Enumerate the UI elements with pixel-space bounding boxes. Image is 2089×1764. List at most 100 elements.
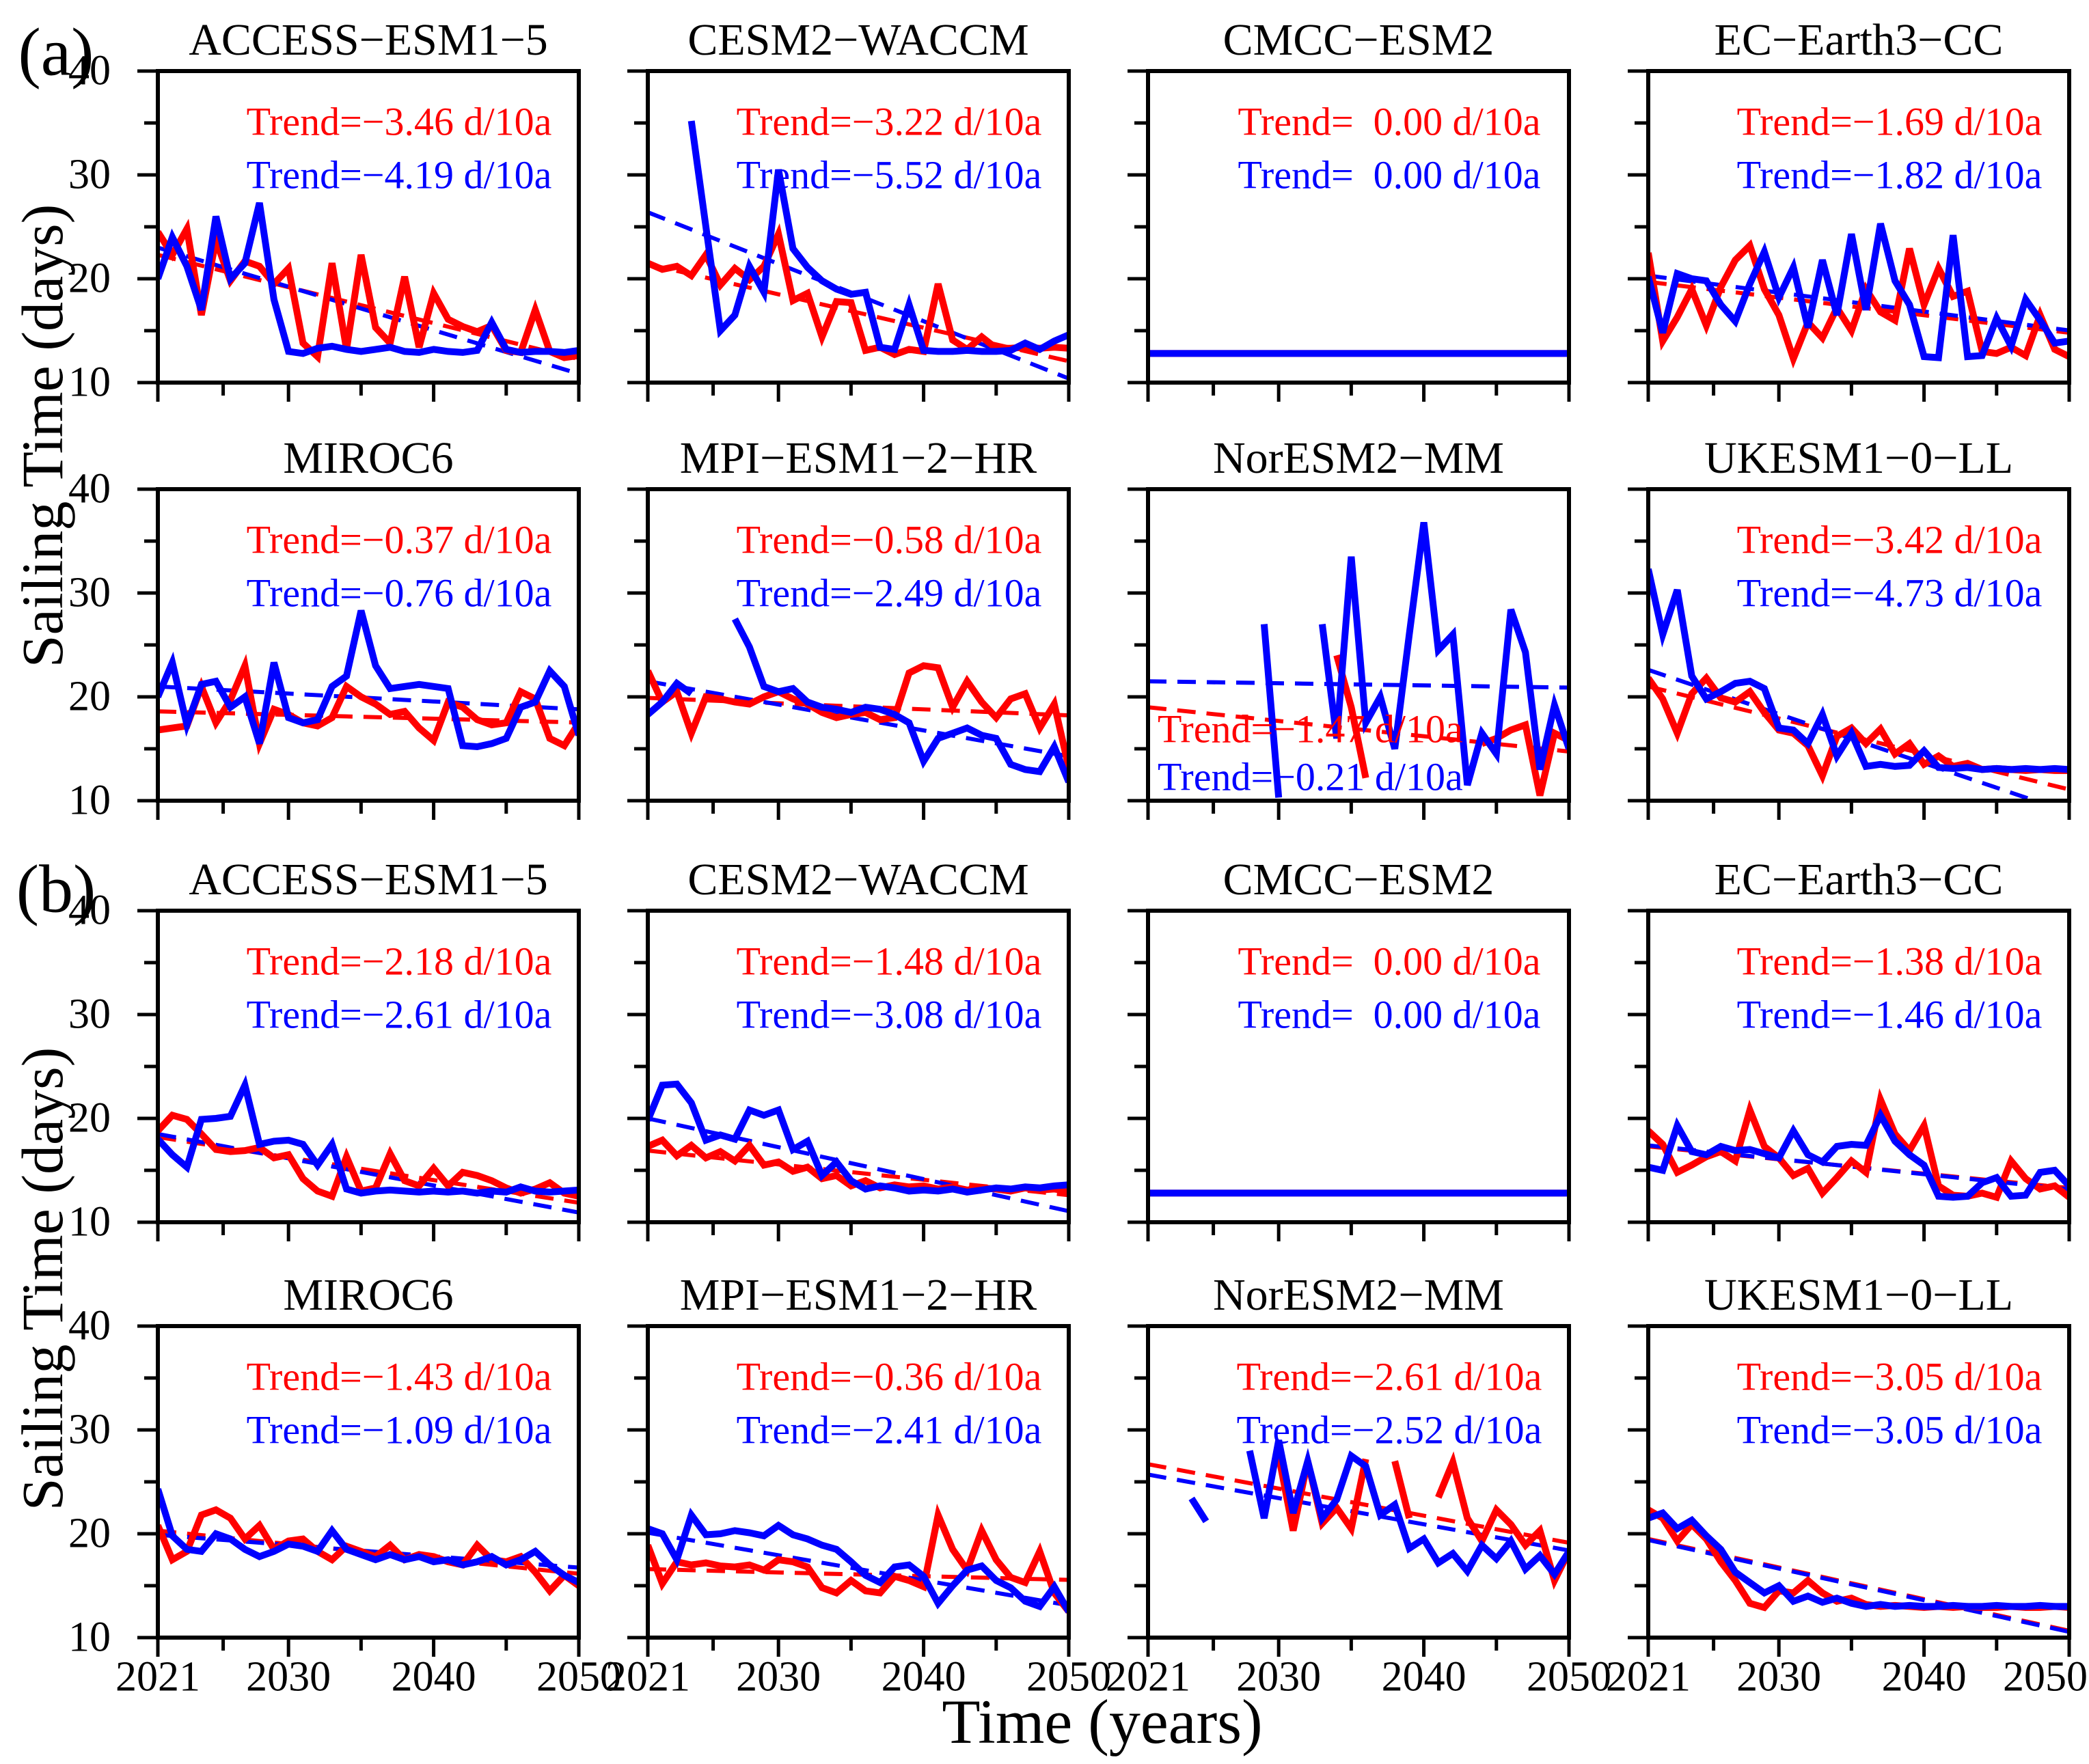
red-series-line xyxy=(1648,1506,2069,1612)
subplot-b-CMCC−ESM2 xyxy=(1128,909,1571,1241)
panel-a-label: (a) xyxy=(18,14,94,90)
trend-label-blue: Trend=−5.52 d/10a xyxy=(736,152,1042,197)
y-tick-label: 30 xyxy=(68,991,111,1038)
plot-frame xyxy=(1146,909,1571,1224)
subplot-a-MPI−ESM1−2−HR xyxy=(627,487,1071,820)
plot-frame xyxy=(156,487,581,803)
subplot-a-UKESM1−0−LL xyxy=(1628,487,2071,820)
red-series-line xyxy=(1648,239,2069,369)
red-series-line xyxy=(158,654,579,756)
plot-frame xyxy=(1646,909,2071,1224)
x-tick-label: 2040 xyxy=(1881,1653,1967,1700)
x-tick-label: 2030 xyxy=(1236,1653,1322,1700)
blue-series-line xyxy=(1648,1107,2069,1201)
trend-label-red: Trend= 0.00 d/10a xyxy=(1238,99,1541,144)
subplot-title: CESM2−WACCM xyxy=(687,15,1029,65)
trend-label-blue: Trend=−0.21 d/10a xyxy=(1158,754,1463,799)
subplot-title: CMCC−ESM2 xyxy=(1223,15,1494,65)
plot-frame xyxy=(646,1324,1071,1640)
subplot-a-EC−Earth3−CC xyxy=(1628,69,2071,402)
plot-frame xyxy=(156,69,581,385)
trend-label-red: Trend=−0.58 d/10a xyxy=(736,517,1042,562)
subplot-a-MIROC6 xyxy=(137,487,581,820)
red-trend-line xyxy=(158,709,579,725)
plot-frame xyxy=(156,909,581,1224)
plot-frame xyxy=(646,909,1071,1224)
blue-trend-line xyxy=(1648,667,2042,801)
subplot-a-NorESM2−MM xyxy=(1128,487,1571,820)
y-tick-label: 40 xyxy=(68,465,111,512)
blue-series-line xyxy=(687,120,1069,355)
subplot-b-MPI−ESM1−2−HR xyxy=(627,1324,1071,1657)
trend-label-blue: Trend=−2.61 d/10a xyxy=(246,992,552,1037)
subplot-title: MIROC6 xyxy=(283,433,454,483)
blue-series-line xyxy=(1648,1508,2069,1610)
x-tick-label: 2021 xyxy=(1106,1653,1190,1700)
y-tick-label: 40 xyxy=(68,1302,111,1349)
trend-label-blue: Trend=−3.08 d/10a xyxy=(736,992,1042,1037)
subplot-title: EC−Earth3−CC xyxy=(1714,855,2004,905)
x-tick-label: 2040 xyxy=(1381,1653,1466,1700)
x-tick-label: 2050 xyxy=(2003,1653,2088,1700)
blue-series-line xyxy=(1648,223,2069,361)
trend-label-red: Trend=−3.42 d/10a xyxy=(1736,517,2043,562)
x-tick-label: 2050 xyxy=(1527,1653,1611,1700)
red-series-line xyxy=(158,1111,579,1201)
plot-frame xyxy=(156,1324,581,1640)
trend-label-blue: Trend=−4.73 d/10a xyxy=(1736,570,2043,616)
blue-trend-line xyxy=(648,210,1069,381)
x-tick-label: 2030 xyxy=(246,1653,331,1700)
blue-series-line xyxy=(648,617,1069,784)
plot-frame xyxy=(1146,1324,1571,1640)
subplot-title: UKESM1−0−LL xyxy=(1704,1270,2014,1320)
red-series-line xyxy=(158,1506,579,1597)
y-tick-label: 10 xyxy=(68,1198,111,1245)
y-tick-label: 20 xyxy=(68,255,111,302)
blue-series-line xyxy=(648,1080,1069,1196)
trend-label-red: Trend=−3.05 d/10a xyxy=(1736,1354,2043,1399)
x-tick-label: 2030 xyxy=(1736,1653,1822,1700)
x-tick-label: 2040 xyxy=(881,1653,966,1700)
x-tick-label: 2030 xyxy=(736,1653,821,1700)
subplot-b-EC−Earth3−CC xyxy=(1628,909,2071,1241)
y-axis-label-panel-b: Sailing Time (days) xyxy=(10,1047,75,1511)
subplot-title: UKESM1−0−LL xyxy=(1704,433,2014,483)
trend-label-blue: Trend=−2.52 d/10a xyxy=(1236,1407,1542,1452)
subplot-title: NorESM2−MM xyxy=(1213,1270,1504,1320)
trend-label-blue: Trend=−1.46 d/10a xyxy=(1736,992,2043,1037)
subplot-b-UKESM1−0−LL xyxy=(1628,1324,2071,1657)
red-series-line xyxy=(648,1503,1069,1614)
plot-frame xyxy=(1646,69,2071,385)
y-tick-label: 30 xyxy=(68,151,111,198)
trend-label-red: Trend=−2.61 d/10a xyxy=(1236,1354,1542,1399)
trend-label-blue: Trend=−2.41 d/10a xyxy=(736,1407,1042,1452)
red-trend-line xyxy=(648,1567,1069,1582)
x-tick-label: 2021 xyxy=(1606,1653,1691,1700)
trend-label-red: Trend=−0.36 d/10a xyxy=(736,1354,1042,1399)
trend-label-red: Trend=−3.46 d/10a xyxy=(246,99,552,144)
trend-label-red: Trend=−1.38 d/10a xyxy=(1736,939,2043,984)
trend-label-red: Trend=−3.22 d/10a xyxy=(736,99,1042,144)
subplot-title: ACCESS−ESM1−5 xyxy=(189,15,548,65)
y-tick-label: 20 xyxy=(68,1094,111,1142)
plot-frame xyxy=(646,487,1071,803)
blue-series-line xyxy=(1188,1439,1569,1580)
y-tick-label: 10 xyxy=(68,777,111,824)
plot-frame xyxy=(1646,1324,2071,1640)
subplot-title: MIROC6 xyxy=(283,1270,454,1320)
plot-frame xyxy=(1146,487,1571,803)
trend-label-red: Trend=−2.18 d/10a xyxy=(246,939,552,984)
y-tick-label: 20 xyxy=(68,673,111,720)
x-axis-label: Time (years) xyxy=(942,1687,1263,1756)
trend-label-red: Trend=−1.69 d/10a xyxy=(1736,99,2043,144)
trend-label-blue: Trend=−1.82 d/10a xyxy=(1736,152,2043,197)
x-tick-label: 2021 xyxy=(605,1653,690,1700)
x-tick-label: 2021 xyxy=(115,1653,200,1700)
y-tick-label: 20 xyxy=(68,1510,111,1557)
trend-label-blue: Trend=−2.49 d/10a xyxy=(736,570,1042,616)
subplot-title: CESM2−WACCM xyxy=(687,855,1029,905)
trend-label-blue: Trend= 0.00 d/10a xyxy=(1238,992,1541,1037)
trend-label-red: Trend=−1.48 d/10a xyxy=(736,939,1042,984)
blue-trend-line xyxy=(1148,1472,1569,1553)
subplot-title: MPI−ESM1−2−HR xyxy=(679,433,1037,483)
